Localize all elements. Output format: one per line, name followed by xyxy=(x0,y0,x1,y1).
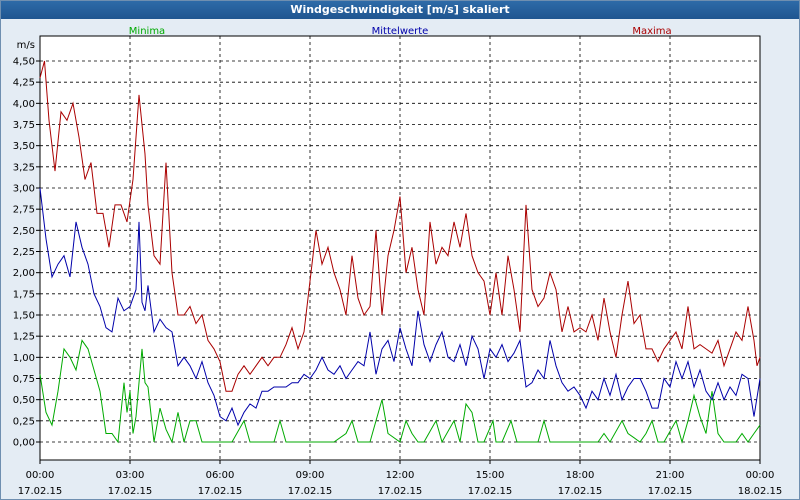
x-tick-time: 18:00 xyxy=(566,470,595,481)
x-tick-time: 06:00 xyxy=(206,470,235,481)
series-line-maxima xyxy=(39,60,761,392)
x-tick-time: 00:00 xyxy=(26,470,55,481)
series-lines xyxy=(39,60,761,444)
x-tick-date: 17.02.15 xyxy=(288,486,333,497)
x-tick-date: 17.02.15 xyxy=(558,486,603,497)
y-tick-label: 2,75 xyxy=(13,205,35,216)
y-axis: 0,00 0,25 0,50 0,75 1,00 1,25 1,50 1,75 2,00 2,25… xyxy=(13,57,40,449)
y-tick-label: 1,75 xyxy=(13,289,35,300)
x-tick-date: 17.02.15 xyxy=(468,486,513,497)
y-tick-label: 4,50 xyxy=(13,57,35,68)
legend-maxima: Maxima xyxy=(632,26,671,37)
x-tick-date: 17.02.15 xyxy=(108,486,153,497)
y-tick-label: 2,00 xyxy=(13,268,35,279)
window-title: Windgeschwindigkeit [m/s] skaliert xyxy=(1,1,799,19)
x-tick-date: 17.02.15 xyxy=(648,486,693,497)
y-tick-label: 1,25 xyxy=(13,332,35,343)
x-tick-date: 17.02.15 xyxy=(378,486,423,497)
y-axis-label: m/s xyxy=(17,40,35,51)
legend-mittelwerte: Mittelwerte xyxy=(372,26,429,37)
y-tick-label: 0,00 xyxy=(13,438,35,449)
y-tick-label: 2,25 xyxy=(13,247,35,258)
y-tick-label: 3,75 xyxy=(13,120,35,131)
x-tick-time: 09:00 xyxy=(296,470,325,481)
y-tick-label: 4,00 xyxy=(13,99,35,110)
y-tick-label: 0,75 xyxy=(13,374,35,385)
x-tick-time: 00:00 xyxy=(746,470,775,481)
series-line-mittelwerte xyxy=(39,187,761,427)
x-tick-date: 17.02.15 xyxy=(198,486,243,497)
y-tick-label: 3,50 xyxy=(13,141,35,152)
y-tick-label: 0,50 xyxy=(13,395,35,406)
y-tick-label: 1,50 xyxy=(13,311,35,322)
x-tick-date: 18.02.15 xyxy=(738,486,783,497)
series-line-minima xyxy=(39,339,761,444)
x-axis: 00:00 17.02.15 03:00 17.02.15 06:00 17.02.15 0… xyxy=(18,460,783,497)
x-tick-time: 03:00 xyxy=(116,470,145,481)
x-tick-time: 12:00 xyxy=(386,470,415,481)
y-tick-label: 2,50 xyxy=(13,226,35,237)
y-tick-label: 0,25 xyxy=(13,416,35,427)
legend-minima: Minima xyxy=(129,26,165,37)
x-tick-time: 21:00 xyxy=(656,470,685,481)
y-tick-label: 4,25 xyxy=(13,78,35,89)
x-tick-date: 17.02.15 xyxy=(18,486,63,497)
y-tick-label: 1,00 xyxy=(13,353,35,364)
x-tick-time: 15:00 xyxy=(476,470,505,481)
y-tick-label: 3,25 xyxy=(13,162,35,173)
y-tick-label: 3,00 xyxy=(13,184,35,195)
